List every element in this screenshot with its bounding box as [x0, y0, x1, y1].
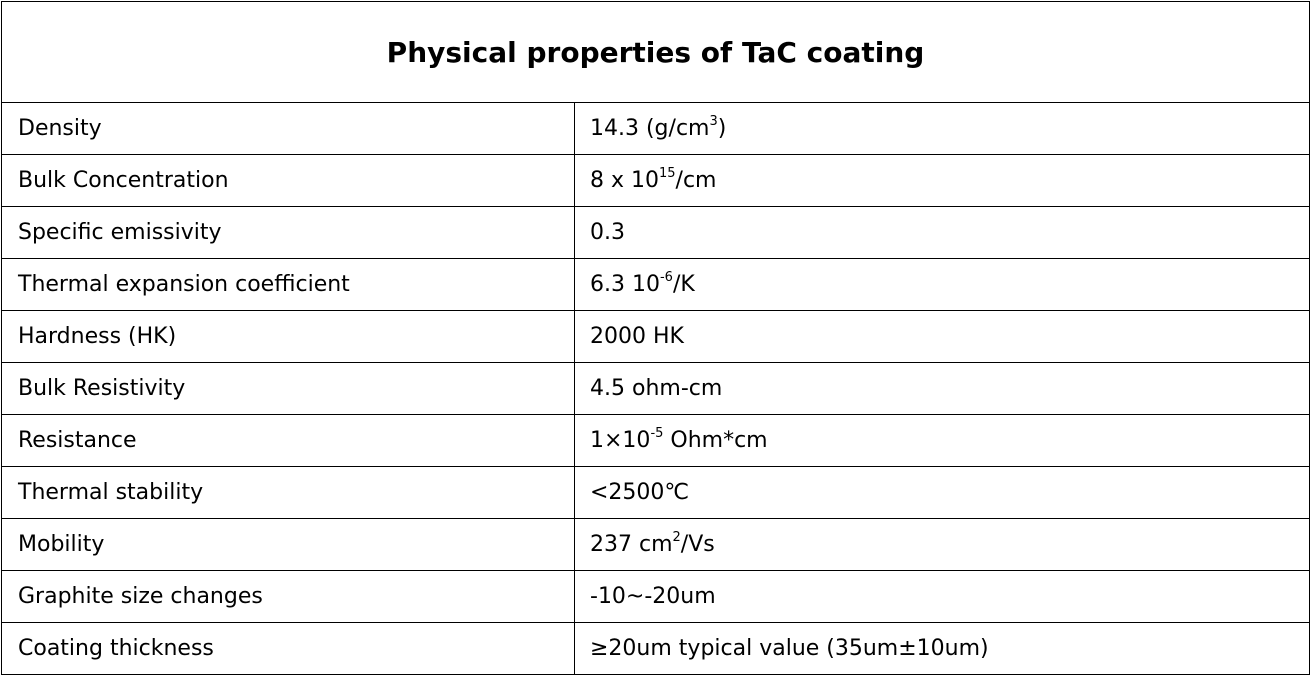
- property-value: 0.3: [573, 206, 1310, 259]
- table-row: Thermal stability <2500℃: [1, 466, 1310, 519]
- property-name: Hardness (HK): [1, 310, 575, 363]
- property-name: Graphite size changes: [1, 570, 575, 623]
- property-name: Mobility: [1, 518, 575, 571]
- table-row: Density 14.3 (g/cm3): [1, 102, 1310, 155]
- table-row: Specific emissivity 0.3: [1, 206, 1310, 259]
- property-name: Coating thickness: [1, 622, 575, 675]
- property-value: <2500℃: [573, 466, 1310, 519]
- property-value: 2000 HK: [573, 310, 1310, 363]
- property-name: Thermal expansion coefficient: [1, 258, 575, 311]
- table-row: Bulk Concentration 8 x 1015/cm: [1, 154, 1310, 207]
- property-name: Resistance: [1, 414, 575, 467]
- property-value: ≥20um typical value (35um±10um): [573, 622, 1310, 675]
- property-value: 8 x 1015/cm: [573, 154, 1310, 207]
- table-row: Mobility 237 cm2/Vs: [1, 518, 1310, 571]
- property-name: Bulk Concentration: [1, 154, 575, 207]
- table-title: Physical properties of TaC coating: [0, 1, 1310, 103]
- property-value: 14.3 (g/cm3): [573, 102, 1310, 155]
- table-row: Thermal expansion coefficient 6.3 10-6/K: [1, 258, 1310, 311]
- table-row: Hardness (HK) 2000 HK: [1, 310, 1310, 363]
- property-value: 237 cm2/Vs: [573, 518, 1310, 571]
- table-row: Bulk Resistivity 4.5 ohm-cm: [1, 362, 1310, 415]
- property-name: Thermal stability: [1, 466, 575, 519]
- table-row: Resistance 1×10-5 Ohm*cm: [1, 414, 1310, 467]
- property-name: Density: [1, 102, 575, 155]
- property-value: 6.3 10-6/K: [573, 258, 1310, 311]
- property-value: 4.5 ohm-cm: [573, 362, 1310, 415]
- property-value: -10~-20um: [573, 570, 1310, 623]
- property-name: Specific emissivity: [1, 206, 575, 259]
- property-name: Bulk Resistivity: [1, 362, 575, 415]
- table-row: Coating thickness ≥20um typical value (3…: [1, 622, 1310, 675]
- title-row: Physical properties of TaC coating: [0, 1, 1310, 103]
- table-row: Graphite size changes -10~-20um: [1, 570, 1310, 623]
- property-value: 1×10-5 Ohm*cm: [573, 414, 1310, 467]
